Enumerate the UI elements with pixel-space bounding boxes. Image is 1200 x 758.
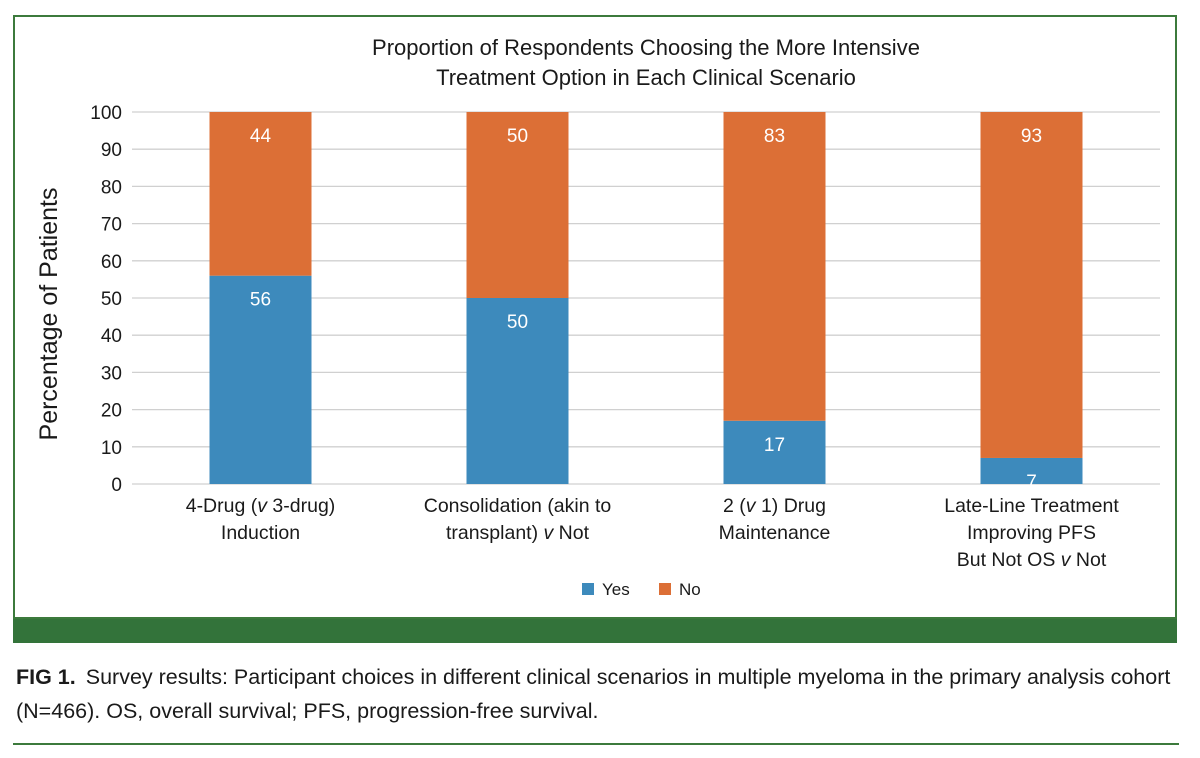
data-label-yes: 17	[764, 435, 785, 456]
x-category-label: Consolidation (akin to	[424, 495, 612, 517]
data-label-no: 44	[250, 126, 272, 147]
y-tick-label: 60	[101, 252, 122, 273]
bars	[209, 112, 1083, 484]
bar-yes-2	[723, 420, 826, 484]
x-category-label: transplant) v Not	[446, 522, 590, 544]
bar-no-0	[209, 112, 312, 276]
y-tick-label: 70	[101, 215, 122, 236]
y-tick-label: 50	[101, 289, 122, 310]
legend: Yes No	[582, 580, 701, 599]
data-label-yes: 7	[1026, 472, 1037, 493]
data-label-no: 83	[764, 126, 785, 147]
x-category-label: Induction	[221, 522, 300, 544]
stacked-bar-chart: Proportion of Respondents Choosing the M…	[35, 35, 1160, 599]
chart-title-line: Treatment Option in Each Clinical Scenar…	[436, 65, 856, 90]
data-label-yes: 56	[250, 290, 271, 311]
chart-title: Proportion of Respondents Choosing the M…	[372, 35, 920, 90]
y-tick-label: 0	[111, 475, 122, 496]
y-tick-label: 80	[101, 177, 122, 198]
y-tick-label: 40	[101, 326, 122, 347]
x-category-label: Maintenance	[719, 522, 831, 544]
x-category-label: 4-Drug (v 3-drug)	[186, 495, 336, 517]
y-tick-label: 20	[101, 401, 122, 422]
chart-title-line: Proportion of Respondents Choosing the M…	[372, 35, 920, 60]
caption-figure-label: FIG 1.	[16, 665, 76, 689]
y-tick-label: 90	[101, 140, 122, 161]
x-category-label: Improving PFS	[967, 522, 1096, 544]
figure-caption: FIG 1. Survey results: Participant choice…	[16, 660, 1181, 728]
data-label-no: 93	[1021, 126, 1042, 147]
bar-no-2	[723, 112, 826, 421]
y-axis-label: Percentage of Patients	[35, 188, 63, 441]
data-labels: 56 44 50 50 17 83 7 93	[250, 126, 1042, 493]
x-category-label: Late-Line Treatment	[944, 495, 1119, 517]
x-category-label: 2 (v 1) Drug	[723, 495, 826, 517]
bar-no-3	[980, 112, 1083, 458]
legend-label-no: No	[679, 580, 701, 599]
y-tick-label: 30	[101, 363, 122, 384]
figure-bottom-band	[13, 619, 1177, 643]
caption-text: Survey results: Participant choices in d…	[16, 665, 1171, 723]
data-label-no: 50	[507, 126, 528, 147]
x-axis-category-labels: 4-Drug (v 3-drug) Induction Consolidation …	[186, 495, 1120, 571]
data-label-yes: 50	[507, 312, 528, 333]
y-axis-ticks: 0 10 20 30 40 50 60 70 80 90 100	[90, 103, 122, 496]
x-category-label: But Not OS v Not	[957, 549, 1107, 571]
bar-yes-1	[466, 298, 569, 484]
y-tick-label: 100	[90, 103, 122, 124]
y-tick-label: 10	[101, 438, 122, 459]
bar-yes-0	[209, 275, 312, 484]
caption-rule	[13, 743, 1179, 745]
bar-no-1	[466, 112, 569, 298]
legend-swatch-yes	[582, 583, 594, 595]
bar-yes-3	[980, 457, 1083, 484]
legend-swatch-no	[659, 583, 671, 595]
legend-label-yes: Yes	[602, 580, 630, 599]
